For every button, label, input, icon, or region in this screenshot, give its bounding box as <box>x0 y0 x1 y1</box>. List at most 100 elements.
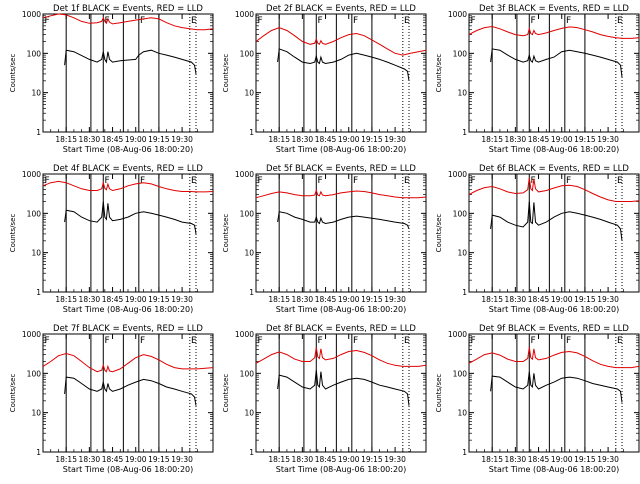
chart-title: Det 4f BLACK = Events, RED = LLD <box>53 164 203 174</box>
x-tick-label: 18:30 <box>79 455 101 464</box>
interval-flag: F <box>258 176 263 186</box>
y-axis-label: Counts/sec <box>222 214 230 253</box>
chart-title: Det 5f BLACK = Events, RED = LLD <box>266 164 416 174</box>
x-tick-label: 19:30 <box>384 455 406 464</box>
interval-flag: F <box>353 176 358 186</box>
chart-panel: Det 2f BLACK = Events, RED = LLD Counts/s… <box>222 4 427 154</box>
y-tick-label: 100 <box>453 369 468 378</box>
x-tick-label: 18:45 <box>102 295 124 304</box>
x-tick-label: 19:15 <box>574 295 596 304</box>
x-tick-label: 19:00 <box>125 295 147 304</box>
x-axis-label: Start Time (08-Aug-06 18:00:20) <box>63 305 194 314</box>
lld-series-line <box>255 188 427 199</box>
interval-flag: E <box>404 176 410 186</box>
chart-panel: Det 5f BLACK = Events, RED = LLD Counts/s… <box>222 164 427 314</box>
y-tick-label: 1 <box>249 288 254 297</box>
x-tick-label: 19:15 <box>148 295 170 304</box>
interval-flag: E <box>404 16 410 26</box>
x-tick-label: 19:30 <box>171 455 193 464</box>
chart-title: Det 6f BLACK = Events, RED = LLD <box>479 164 629 174</box>
x-tick-label: 18:30 <box>505 135 527 144</box>
x-tick-label: 18:15 <box>481 455 503 464</box>
interval-flag: F <box>566 336 571 346</box>
x-tick-label: 18:15 <box>55 135 77 144</box>
y-axis-label: Counts/sec <box>222 374 230 413</box>
x-tick-label: 18:30 <box>79 295 101 304</box>
interval-flag: E <box>404 336 410 346</box>
interval-flag: E <box>617 176 623 186</box>
x-tick-label: 19:15 <box>361 455 383 464</box>
interval-flag: F <box>258 336 263 346</box>
x-axis-label: Start Time (08-Aug-06 18:00:20) <box>276 145 407 154</box>
x-tick-label: 19:00 <box>551 135 573 144</box>
plot-frame <box>468 333 640 453</box>
x-tick-label: 18:45 <box>102 455 124 464</box>
x-tick-label: 19:30 <box>597 135 619 144</box>
events-series-line <box>277 48 410 81</box>
x-tick-label: 19:00 <box>338 135 360 144</box>
x-tick-label: 18:45 <box>102 135 124 144</box>
x-tick-label: 19:00 <box>551 455 573 464</box>
events-series-line <box>490 371 623 403</box>
interval-flag: F <box>318 16 323 26</box>
x-axis-label: Start Time (08-Aug-06 18:00:20) <box>63 145 194 154</box>
chart-panel: Det 1f BLACK = Events, RED = LLD Counts/s… <box>9 4 214 154</box>
lld-series-line <box>468 347 640 369</box>
interval-flag: E <box>191 16 197 26</box>
y-tick-label: 1000 <box>22 170 41 179</box>
x-tick-label: 18:30 <box>292 135 314 144</box>
x-tick-label: 18:30 <box>505 455 527 464</box>
y-tick-label: 10 <box>457 89 467 98</box>
interval-flag: F <box>140 176 145 186</box>
y-tick-label: 1000 <box>235 170 254 179</box>
x-tick-label: 18:45 <box>528 135 550 144</box>
interval-flag: F <box>353 16 358 26</box>
interval-flag: F <box>105 336 110 346</box>
interval-flag: F <box>45 16 50 26</box>
interval-flag: F <box>318 176 323 186</box>
x-tick-label: 18:15 <box>55 295 77 304</box>
y-tick-label: 1000 <box>235 10 254 19</box>
interval-flag: F <box>566 16 571 26</box>
x-tick-label: 18:15 <box>268 135 290 144</box>
interval-flag: F <box>140 336 145 346</box>
x-tick-label: 18:30 <box>292 295 314 304</box>
interval-flag: E <box>191 176 197 186</box>
x-tick-label: 19:00 <box>125 135 147 144</box>
y-tick-label: 100 <box>27 209 42 218</box>
y-tick-label: 1 <box>36 448 41 457</box>
interval-flag: F <box>471 16 476 26</box>
x-tick-label: 19:15 <box>361 295 383 304</box>
x-tick-label: 18:15 <box>481 295 503 304</box>
chart-panel: Det 7f BLACK = Events, RED = LLD Counts/s… <box>9 324 214 474</box>
interval-flag: F <box>45 176 50 186</box>
x-tick-label: 18:45 <box>315 455 337 464</box>
y-axis-label: Counts/sec <box>9 374 17 413</box>
interval-flag: F <box>353 336 358 346</box>
events-series-line <box>490 201 623 241</box>
interval-flag: F <box>258 16 263 26</box>
lld-series-line <box>468 25 640 39</box>
x-tick-label: 19:30 <box>171 295 193 304</box>
plot-frame <box>468 173 640 293</box>
plot-frame <box>42 13 214 133</box>
y-tick-label: 100 <box>240 209 255 218</box>
interval-flag: E <box>191 336 197 346</box>
x-tick-label: 19:30 <box>384 135 406 144</box>
y-tick-label: 10 <box>457 409 467 418</box>
lld-series-line <box>42 352 214 373</box>
chart-panel: Det 9f BLACK = Events, RED = LLD Counts/s… <box>435 324 640 474</box>
chart-title: Det 7f BLACK = Events, RED = LLD <box>53 324 203 334</box>
x-tick-label: 19:15 <box>574 455 596 464</box>
chart-panel: Det 4f BLACK = Events, RED = LLD Counts/s… <box>9 164 214 314</box>
y-tick-label: 1 <box>249 128 254 137</box>
interval-flag: E <box>617 16 623 26</box>
y-tick-label: 10 <box>244 249 254 258</box>
x-tick-label: 18:30 <box>292 455 314 464</box>
chart-panel: Det 3f BLACK = Events, RED = LLD Counts/s… <box>435 4 640 154</box>
x-tick-label: 18:30 <box>79 135 101 144</box>
y-tick-label: 100 <box>27 49 42 58</box>
y-tick-label: 1000 <box>235 330 254 339</box>
x-tick-label: 18:45 <box>315 135 337 144</box>
